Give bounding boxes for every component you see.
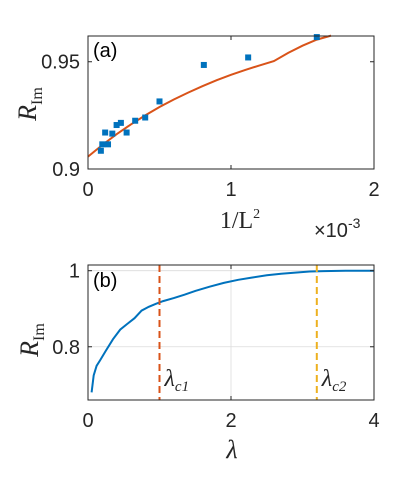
x-tick-label: 4 <box>368 410 379 432</box>
x-axis-label-a: 1/L2 <box>220 207 260 234</box>
y-tick-label: 0.9 <box>52 159 80 181</box>
axes-box-a <box>87 35 375 170</box>
y-axis-label-a: RIm <box>13 87 46 122</box>
scatter-point <box>313 34 320 41</box>
scatter-point <box>102 129 109 136</box>
x-axis-label-b: λ <box>225 435 237 464</box>
y-tick-label: 1 <box>69 261 80 283</box>
scatter-point <box>117 119 124 126</box>
x-tick-label: 1 <box>225 179 236 201</box>
fit-curve <box>87 34 332 158</box>
scatter-point <box>105 141 112 148</box>
threshold-label-2: λc2 <box>321 366 347 395</box>
scatter-point <box>142 114 149 121</box>
scatter-point <box>123 129 130 136</box>
scatter-points <box>97 34 320 154</box>
y-axis-label-b: RIm <box>15 323 48 358</box>
panel-a-scatter-fit: 0 1 2 0.9 0.95 (a) RIm 1/L2 ×10-3 <box>13 34 380 242</box>
threshold-label-1: λc1 <box>164 366 190 395</box>
scatter-point <box>132 117 139 124</box>
x-tick-label: 2 <box>225 410 236 432</box>
scatter-point <box>97 147 104 154</box>
panel-label-a: (a) <box>93 40 117 62</box>
scatter-point <box>109 130 116 137</box>
data-line <box>90 269 374 393</box>
scatter-point <box>156 98 163 105</box>
x-tick-label: 0 <box>82 179 93 201</box>
scatter-point <box>200 61 207 68</box>
x-tick-label: 2 <box>368 179 379 201</box>
scatter-point <box>113 122 120 129</box>
scatter-point <box>99 141 106 148</box>
panel-b-line: λc1 λc2 0 2 4 0.8 1 (b) RIm λ <box>15 261 380 464</box>
scatter-point <box>245 54 252 61</box>
panel-label-b: (b) <box>93 270 117 292</box>
x-multiplier-a: ×10-3 <box>314 215 361 242</box>
y-tick-label: 0.8 <box>52 337 80 359</box>
y-tick-label: 0.95 <box>41 52 80 74</box>
x-tick-label: 0 <box>82 410 93 432</box>
